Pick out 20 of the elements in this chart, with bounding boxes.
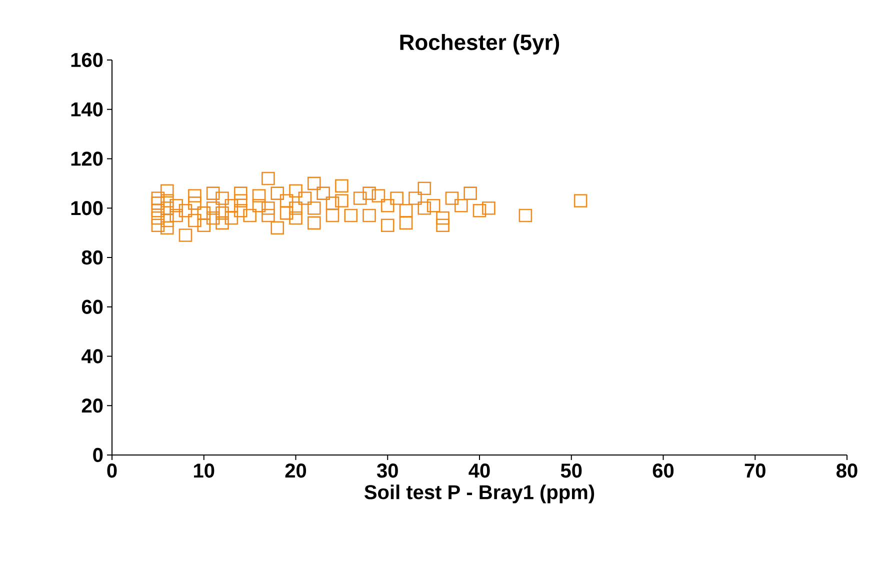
y-tick-label: 160 (71, 52, 103, 68)
chart-title: Rochester (5yr) (400, 34, 560, 54)
x-tick-label: 0 (107, 464, 117, 478)
y-tick-label: 40 (82, 349, 103, 364)
x-tick-label: 60 (652, 464, 674, 478)
x-tick-label: 50 (560, 464, 582, 478)
x-tick-label: 30 (376, 464, 398, 478)
x-tick-label: 10 (194, 464, 214, 478)
x-tick-label: 20 (285, 464, 306, 478)
x-tick-label: 40 (468, 464, 490, 478)
x-axis-title: Soil test P - Bray1 (ppm) (364, 484, 594, 504)
y-tick-label: 0 (93, 448, 103, 462)
y-tick-label: 120 (71, 152, 103, 166)
y-tick-label: 80 (82, 250, 103, 265)
y-tick-label: 20 (82, 398, 103, 413)
y-tick-label: 140 (71, 102, 103, 116)
y-tick-label: 60 (82, 300, 103, 314)
x-tick-label: 80 (836, 464, 858, 478)
y-tick-label: 100 (71, 201, 103, 216)
x-tick-label: 70 (744, 464, 766, 478)
